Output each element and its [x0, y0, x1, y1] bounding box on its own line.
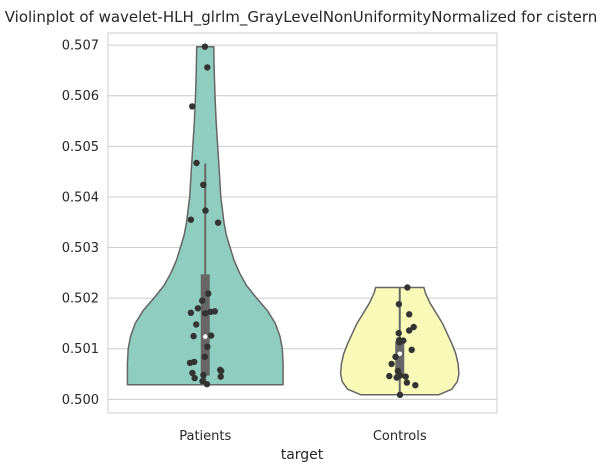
data-point: [187, 216, 195, 223]
data-point: [191, 374, 198, 382]
data-point: [201, 43, 209, 50]
data-point: [200, 371, 207, 379]
data-point: [396, 391, 404, 398]
x-axis-label: target: [281, 447, 324, 463]
y-tick-label: 0.505: [62, 140, 99, 155]
chart-title: Violinplot of wavelet-HLH_glrlm_GrayLeve…: [5, 8, 598, 27]
data-point: [392, 353, 399, 360]
data-point: [412, 382, 419, 389]
y-tick-label: 0.506: [62, 89, 99, 104]
data-point: [187, 309, 195, 316]
data-point: [406, 327, 413, 334]
data-point: [202, 207, 209, 214]
data-point: [189, 369, 196, 377]
data-point: [207, 308, 214, 315]
data-point: [408, 346, 415, 353]
data-point: [403, 379, 411, 386]
data-points: [186, 43, 419, 398]
y-tick-label: 0.500: [62, 393, 99, 408]
data-point: [190, 332, 197, 340]
data-point: [194, 305, 202, 312]
data-point: [204, 64, 211, 71]
data-point: [406, 311, 413, 318]
data-point: [205, 290, 212, 297]
data-point: [396, 339, 403, 346]
data-point: [402, 373, 409, 380]
data-point: [200, 181, 207, 188]
y-tick-label: 0.507: [62, 39, 99, 54]
data-point: [193, 321, 200, 328]
violin-iqr-box: [200, 274, 210, 376]
data-point: [199, 297, 206, 304]
y-tick-label: 0.502: [62, 292, 99, 307]
data-point: [202, 310, 209, 317]
data-point: [395, 329, 402, 337]
data-point: [199, 377, 206, 385]
x-tick-label: Controls: [373, 429, 427, 444]
x-tick-label: Patients: [179, 429, 231, 444]
data-point: [388, 360, 395, 368]
y-tick-label: 0.504: [62, 190, 99, 205]
data-point: [186, 359, 194, 367]
data-point: [410, 323, 417, 331]
data-point: [203, 381, 211, 388]
x-axis-ticks: Patients Controls: [179, 429, 427, 444]
y-tick-label: 0.501: [62, 342, 99, 357]
violin-median: [202, 334, 208, 339]
data-point: [218, 367, 225, 375]
violin-median: [397, 351, 403, 357]
data-point: [201, 353, 208, 360]
data-point: [193, 159, 200, 167]
data-point: [204, 343, 211, 350]
data-point: [393, 374, 400, 381]
y-tick-label: 0.503: [62, 241, 99, 256]
data-point: [404, 284, 411, 291]
y-axis-ticks: 0.500 0.501 0.502 0.503 0.504 0.505 0.506 0.507: [62, 39, 99, 408]
data-point: [214, 219, 222, 226]
data-point: [386, 372, 393, 380]
data-point: [189, 103, 196, 110]
data-point: [207, 332, 215, 339]
data-point: [217, 373, 224, 380]
data-point: [395, 301, 403, 308]
violin-iqr-box: [395, 341, 405, 377]
